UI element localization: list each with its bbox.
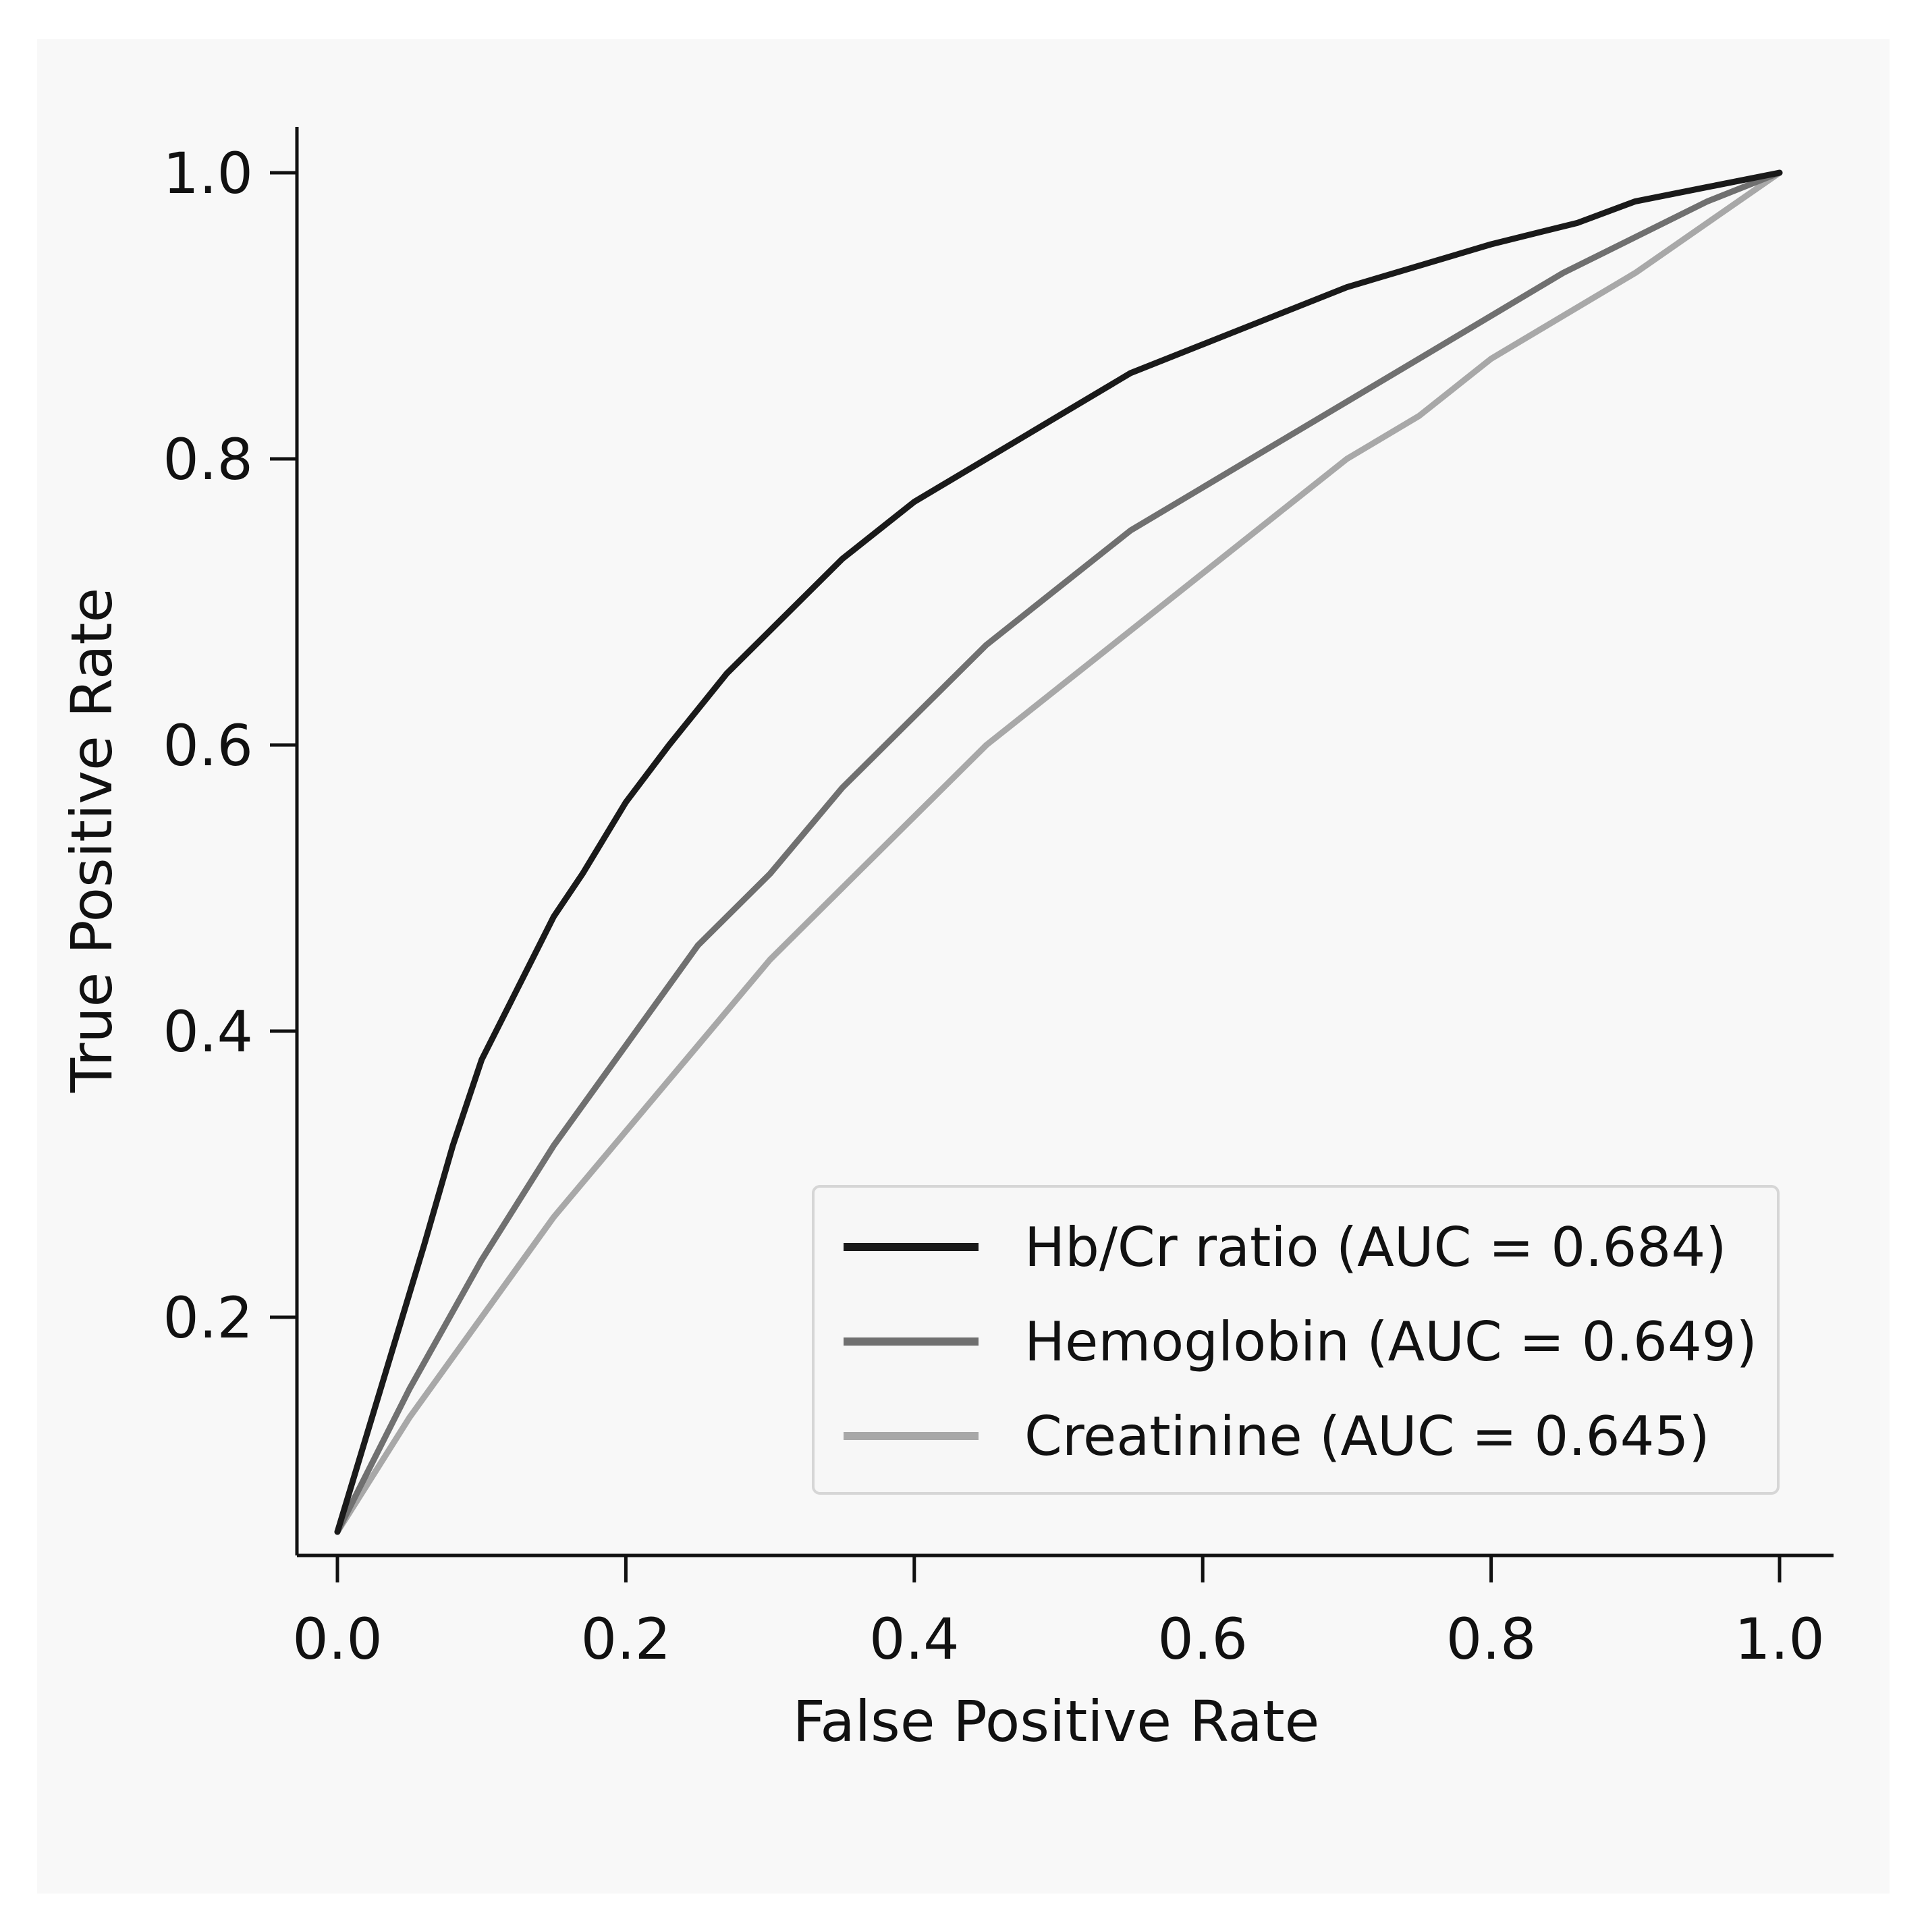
legend: Hb/Cr ratio (AUC = 0.684) Hemoglobin (AU… xyxy=(812,1185,1780,1495)
x-tick-label: 0.4 xyxy=(869,1606,960,1672)
y-ticks: 0.2 0.4 0.6 0.8 1.0 xyxy=(163,140,297,1351)
legend-box xyxy=(812,1185,1780,1495)
series-layer xyxy=(334,169,1783,1535)
plot-panel xyxy=(37,39,1890,1894)
y-axis-title: True Positive Rate xyxy=(59,588,125,1093)
x-tick-label: 0.8 xyxy=(1446,1606,1537,1672)
legend-label-creatinine: Creatinine (AUC = 0.645) xyxy=(1024,1405,1710,1468)
series-line-hbcr xyxy=(334,169,1783,1535)
legend-label-hemoglobin: Hemoglobin (AUC = 0.649) xyxy=(1024,1310,1757,1373)
series-line-hemoglobin xyxy=(334,169,1783,1535)
legend-label-hbcr: Hb/Cr ratio (AUC = 0.684) xyxy=(1024,1216,1726,1279)
y-tick-label: 1.0 xyxy=(163,140,253,206)
x-axis-title: False Positive Rate xyxy=(793,1688,1320,1755)
x-tick-label: 1.0 xyxy=(1734,1606,1825,1672)
x-tick-label: 0.2 xyxy=(581,1606,671,1672)
y-tick-label: 0.8 xyxy=(163,426,253,493)
x-ticks: 0.0 0.2 0.4 0.6 0.8 1.0 xyxy=(292,1555,1825,1672)
x-tick-label: 0.0 xyxy=(292,1606,383,1672)
x-tick-label: 0.6 xyxy=(1157,1606,1248,1672)
y-tick-label: 0.6 xyxy=(163,713,253,779)
y-tick-label: 0.2 xyxy=(163,1285,253,1351)
series-line-creatinine xyxy=(334,169,1783,1535)
y-tick-label: 0.4 xyxy=(163,999,253,1065)
